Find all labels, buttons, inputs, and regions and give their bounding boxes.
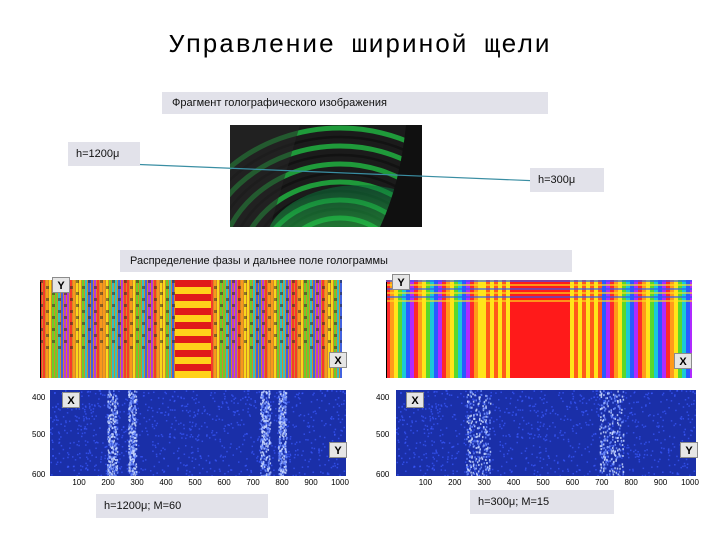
far-field-left bbox=[50, 390, 346, 476]
ff-left-xtick-400: 400 bbox=[159, 478, 173, 487]
ff-left-xtick-900: 900 bbox=[304, 478, 318, 487]
ff-right-xtick-300: 300 bbox=[477, 478, 491, 487]
axis-y-label-left-bottom: Y bbox=[329, 442, 347, 458]
ff-left-xtick-600: 600 bbox=[217, 478, 231, 487]
ff-right-ytick-400: 400 bbox=[376, 393, 390, 402]
ff-left-xtick-800: 800 bbox=[275, 478, 289, 487]
axis-y-label-right-bottom: Y bbox=[680, 442, 698, 458]
ff-right-xtick-1000: 1000 bbox=[681, 478, 699, 487]
ff-left-xtick-700: 700 bbox=[246, 478, 260, 487]
far-field-right bbox=[396, 390, 696, 476]
axis-y-label-right-top: Y bbox=[392, 274, 410, 290]
ff-left-ytick-500: 500 bbox=[32, 430, 46, 439]
ff-left-ytick-600: 600 bbox=[32, 470, 46, 479]
axis-x-label-right-mid: X bbox=[674, 353, 692, 369]
bottom-left-label: h=1200μ; M=60 bbox=[96, 494, 268, 518]
axis-x-label-left-mid: X bbox=[329, 352, 347, 368]
ff-right-xtick-100: 100 bbox=[418, 478, 433, 487]
fragment-caption: Фрагмент голографического изображения bbox=[162, 92, 548, 114]
bottom-right-label: h=300μ; M=15 bbox=[470, 490, 614, 514]
ff-right-xtick-200: 200 bbox=[448, 478, 462, 487]
ff-right-xtick-900: 900 bbox=[653, 478, 668, 487]
phase-map-right bbox=[386, 280, 692, 378]
ff-right-xtick-800: 800 bbox=[624, 478, 638, 487]
ff-left-xtick-100: 100 bbox=[72, 478, 86, 487]
phase-map-left bbox=[40, 280, 342, 378]
ff-left-xtick-300: 300 bbox=[130, 478, 144, 487]
ff-right-xtick-500: 500 bbox=[536, 478, 550, 487]
axis-x-label-left-bottom: X bbox=[62, 392, 80, 408]
ff-right-xtick-700: 700 bbox=[595, 478, 609, 487]
ff-right-xtick-400: 400 bbox=[506, 478, 521, 487]
ff-right-ytick-500: 500 bbox=[376, 430, 390, 439]
axis-x-label-right-bottom: X bbox=[406, 392, 424, 408]
page-title: Управление шириной щели bbox=[169, 30, 551, 60]
ff-left-ytick-400: 400 bbox=[32, 393, 46, 402]
phase-right-scale bbox=[376, 282, 387, 378]
h300-label: h=300μ bbox=[530, 168, 604, 192]
ff-left-xtick-500: 500 bbox=[188, 478, 202, 487]
ff-left-xtick-200: 200 bbox=[101, 478, 115, 487]
h1200-label: h=1200μ bbox=[68, 142, 140, 166]
axis-y-label-left-top: Y bbox=[52, 277, 70, 293]
ff-right-ytick-600: 600 bbox=[376, 470, 390, 479]
phase-left-scale bbox=[30, 282, 41, 378]
phase-caption: Распределение фазы и дальнее поле гологр… bbox=[120, 250, 572, 272]
ff-right-xtick-600: 600 bbox=[565, 478, 580, 487]
ff-left-xtick-1000: 1000 bbox=[331, 478, 349, 487]
